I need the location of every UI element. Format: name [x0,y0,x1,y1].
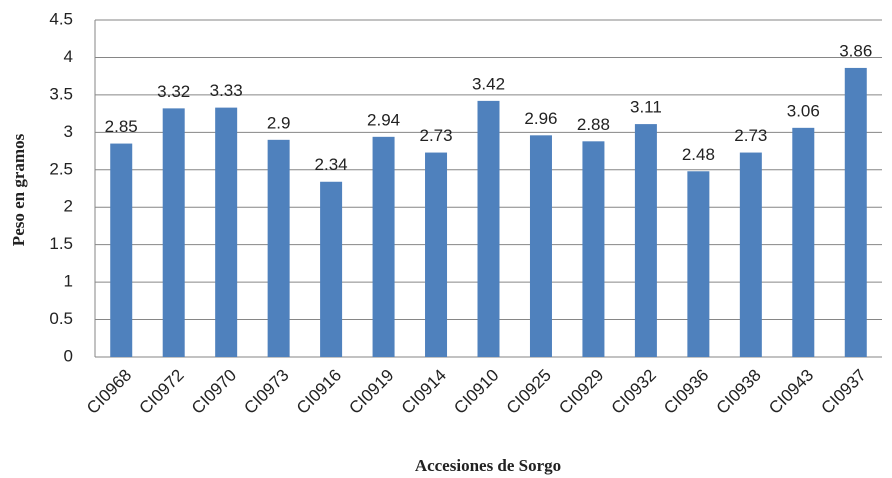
bar [582,141,605,357]
bar [687,171,710,357]
y-tick-label: 0.5 [49,309,73,328]
bar [739,152,762,357]
bar [529,135,552,357]
bar [477,100,500,357]
x-tick-label: CI0937 [818,366,870,418]
bar [215,107,238,358]
x-tick-label: CI0916 [293,366,345,418]
x-tick-label: CI0910 [450,366,502,418]
value-label: 2.94 [367,110,400,129]
y-axis-title: Peso en gramos [9,133,28,246]
bar [425,152,448,357]
value-label: 3.11 [630,98,662,117]
x-tick-label: CI0919 [345,366,397,418]
value-label: 3.42 [472,74,505,93]
x-tick-label: CI0968 [83,366,135,418]
value-label: 2.73 [419,126,452,145]
value-label: 2.34 [315,155,348,174]
y-tick-label: 0 [64,346,73,365]
bar [267,139,290,357]
y-tick-label: 2 [64,197,73,216]
x-tick-label: CI0914 [398,366,450,418]
x-tick-label: CI0973 [240,366,292,418]
x-tick-label: CI0929 [555,366,607,418]
value-label: 2.48 [682,145,715,164]
value-label: 2.85 [105,117,138,136]
x-tick-label: CI0932 [608,366,660,418]
x-tick-label: CI0936 [660,366,712,418]
y-tick-label: 1.5 [49,234,73,253]
x-tick-label: CI0970 [188,366,240,418]
x-tick-label: CI0972 [135,366,187,418]
bar [634,124,657,358]
x-tick-label: CI0943 [765,366,817,418]
bar [162,108,185,357]
value-label: 3.86 [839,41,872,60]
y-tick-label: 3.5 [49,84,73,103]
x-tick-label: CI0925 [503,366,555,418]
bar [320,181,343,357]
bar [844,67,867,357]
y-tick-label: 1 [64,272,73,291]
value-label: 3.06 [787,101,820,120]
y-tick-label: 4.5 [49,9,73,28]
value-label: 3.33 [210,81,243,100]
bar [792,127,815,357]
y-tick-label: 3 [64,122,73,141]
value-label: 2.9 [267,113,291,132]
value-label: 2.96 [524,109,557,128]
x-tick-label: CI0938 [713,366,765,418]
x-axis-title: Accesiones de Sorgo [415,456,561,475]
value-label: 2.73 [734,126,767,145]
y-tick-label: 4 [64,47,73,66]
bar [372,136,395,357]
value-label: 2.88 [577,115,610,134]
value-label: 3.32 [157,82,190,101]
bar [110,143,133,357]
y-tick-label: 2.5 [49,159,73,178]
